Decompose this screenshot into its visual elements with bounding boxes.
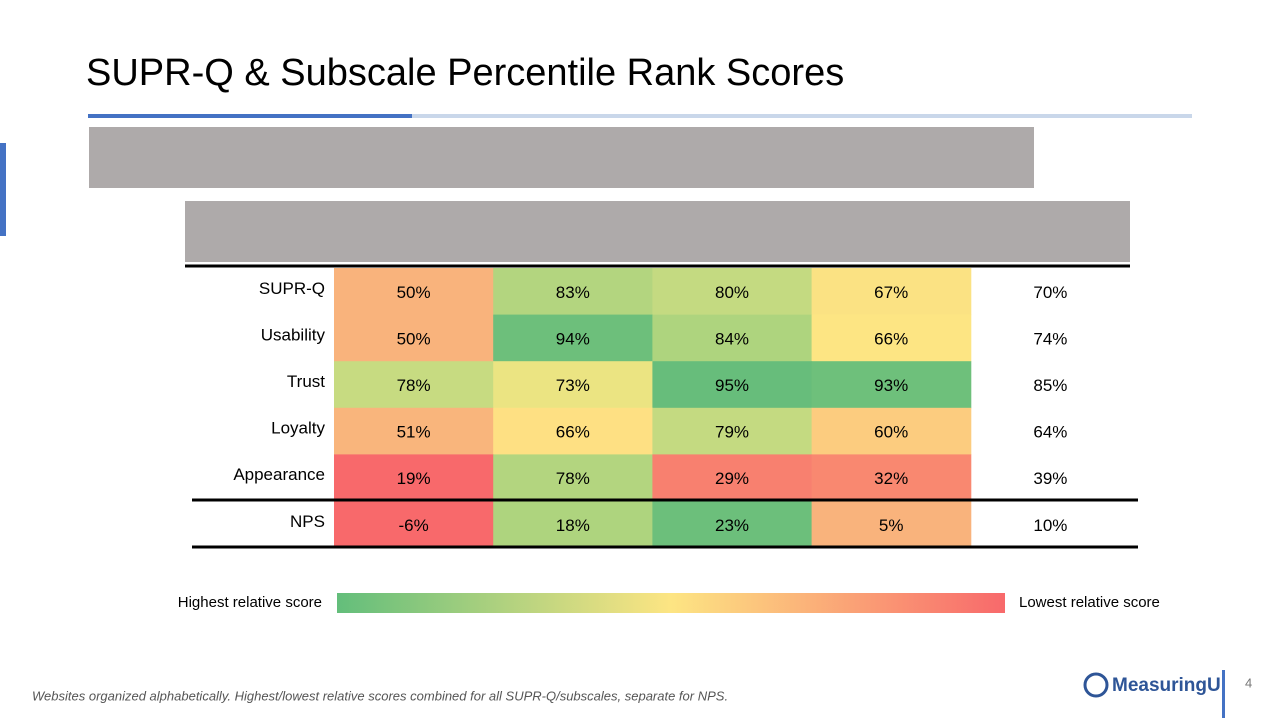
logo: MeasuringU bbox=[1112, 675, 1221, 696]
cell-value: 51% bbox=[397, 423, 431, 442]
cell-value: 80% bbox=[715, 283, 749, 302]
cell-value: 78% bbox=[556, 469, 590, 488]
cell bbox=[652, 314, 813, 362]
cell bbox=[652, 268, 813, 316]
cell-value: 66% bbox=[874, 329, 908, 348]
cell-value: 94% bbox=[556, 329, 590, 348]
table: SUPR-Q 50% 83% 80% 67% 70% Usability 50% 94% 84% 6… bbox=[233, 268, 1067, 549]
title: SUPR-Q & Subscale Percentile Rank Scores bbox=[86, 52, 844, 94]
cell bbox=[334, 501, 494, 549]
cell-value: 18% bbox=[556, 516, 590, 535]
cell-value: 67% bbox=[874, 283, 908, 302]
cell bbox=[334, 314, 494, 362]
legend-gradient bbox=[337, 593, 1005, 613]
cell bbox=[652, 454, 813, 502]
cell bbox=[811, 501, 972, 549]
cell-value: 78% bbox=[397, 376, 431, 395]
cell-value: 66% bbox=[556, 423, 590, 442]
cell-value: 5% bbox=[879, 516, 904, 535]
cell bbox=[493, 454, 653, 502]
row-label: Loyalty bbox=[271, 419, 325, 438]
cell bbox=[493, 268, 653, 316]
footer-bar bbox=[1222, 670, 1225, 718]
cell bbox=[493, 361, 653, 409]
cell-value: 70% bbox=[1033, 283, 1067, 302]
cell bbox=[493, 407, 653, 455]
cell-value: 60% bbox=[874, 423, 908, 442]
page-number: 4 bbox=[1245, 675, 1252, 690]
cell bbox=[652, 361, 813, 409]
cell bbox=[652, 407, 813, 455]
row-label: NPS bbox=[290, 512, 325, 531]
redacted-header bbox=[185, 201, 1130, 262]
title-rule bbox=[88, 114, 1192, 118]
cell bbox=[334, 454, 494, 502]
row-label: Appearance bbox=[233, 465, 325, 484]
cell-value: 83% bbox=[556, 283, 590, 302]
cell bbox=[811, 361, 972, 409]
cell-value: 23% bbox=[715, 516, 749, 535]
cell-value: 64% bbox=[1033, 423, 1067, 442]
cell bbox=[811, 268, 972, 316]
cell bbox=[652, 501, 813, 549]
cell bbox=[811, 407, 972, 455]
cell bbox=[493, 501, 653, 549]
cell-value: -6% bbox=[398, 516, 428, 535]
cell-value: 85% bbox=[1033, 376, 1067, 395]
cell bbox=[334, 268, 494, 316]
cell-value: 50% bbox=[397, 283, 431, 302]
cell-value: 32% bbox=[874, 469, 908, 488]
accent-bar bbox=[0, 143, 6, 236]
cell bbox=[811, 454, 972, 502]
cell-value: 74% bbox=[1033, 329, 1067, 348]
cell-value: 29% bbox=[715, 469, 749, 488]
cell-value: 10% bbox=[1033, 516, 1067, 535]
footnote: Websites organized alphabetically. Highe… bbox=[32, 688, 728, 703]
row-label: SUPR-Q bbox=[259, 279, 325, 298]
cell-value: 84% bbox=[715, 329, 749, 348]
cell bbox=[334, 407, 494, 455]
legend-low: Lowest relative score bbox=[1019, 594, 1160, 611]
logo-icon bbox=[1083, 672, 1109, 698]
title-rule-accent bbox=[88, 114, 412, 118]
cell-value: 19% bbox=[397, 469, 431, 488]
cell-value: 93% bbox=[874, 376, 908, 395]
cell-value: 39% bbox=[1033, 469, 1067, 488]
row-label: Usability bbox=[261, 325, 326, 344]
cell-value: 50% bbox=[397, 329, 431, 348]
cell bbox=[334, 361, 494, 409]
cell-value: 73% bbox=[556, 376, 590, 395]
legend-high: Highest relative score bbox=[178, 594, 322, 611]
cell bbox=[811, 314, 972, 362]
cell-value: 95% bbox=[715, 376, 749, 395]
redacted-header bbox=[89, 127, 1034, 188]
row-label: Trust bbox=[287, 372, 325, 391]
cell-value: 79% bbox=[715, 423, 749, 442]
cell bbox=[493, 314, 653, 362]
